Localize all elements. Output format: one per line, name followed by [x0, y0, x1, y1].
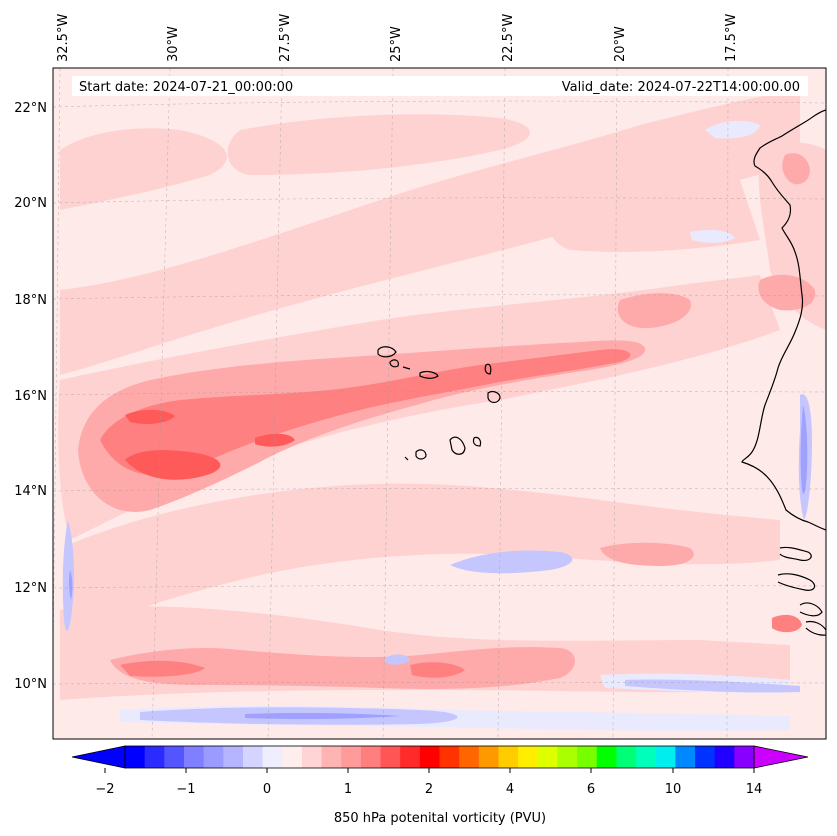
colorbar-tick-label: 0: [263, 782, 271, 797]
colorbar-swatch: [439, 746, 460, 768]
gridlines: [53, 68, 826, 739]
colorbar-swatch: [695, 746, 716, 768]
colorbar-swatch: [380, 746, 401, 768]
coastlines: [377, 109, 826, 636]
africa-coastline: [741, 109, 826, 531]
colorbar-swatch: [636, 746, 657, 768]
colorbar-swatch: [577, 746, 598, 768]
colorbar-over-triangle: [753, 745, 809, 769]
colorbar-swatch: [400, 746, 421, 768]
lon-label: 32.5°W: [56, 14, 71, 62]
lon-label: 25°W: [389, 26, 404, 62]
pv-contours-deep-red: [125, 409, 295, 480]
colorbar-swatch: [596, 746, 617, 768]
colorbar-swatch: [655, 746, 676, 768]
colorbar-tick-label: 10: [665, 782, 682, 797]
start-date-label: Start date: 2024-07-21_00:00:00: [79, 80, 293, 95]
colorbar-tick-labels: −2 −1 0 1 2 4 6 10 14: [95, 782, 762, 797]
colorbar-swatch: [734, 746, 755, 768]
colorbar-outline: [124, 745, 755, 769]
colorbar-swatch: [714, 746, 735, 768]
colorbar-tick-label: −2: [95, 782, 114, 797]
colorbar-swatch: [223, 746, 244, 768]
colorbar-swatch: [360, 746, 382, 768]
colorbar-swatch: [262, 746, 283, 768]
colorbar-swatch: [242, 746, 264, 768]
lat-label: 22°N: [14, 101, 47, 116]
colorbar-ticks: [104, 768, 755, 773]
lat-label: 14°N: [14, 484, 47, 499]
colorbar-swatches: [125, 746, 755, 768]
latitude-labels: 22°N 20°N 18°N 16°N 14°N 12°N 10°N: [14, 101, 47, 692]
pv-contours-mid-red: [78, 153, 816, 689]
colorbar-swatch: [203, 746, 224, 768]
colorbar-swatch: [478, 746, 499, 768]
lon-label: 20°W: [613, 26, 628, 62]
lat-label: 10°N: [14, 677, 47, 692]
colorbar-swatch: [125, 746, 146, 768]
lon-label: 27.5°W: [278, 14, 293, 62]
valid-date-label: Valid_date: 2024-07-22T14:00:00.00: [562, 80, 800, 95]
colorbar-swatch: [675, 746, 696, 768]
lon-label: 22.5°W: [501, 14, 516, 62]
colorbar-swatch: [498, 746, 519, 768]
map-area: [53, 68, 826, 739]
colorbar-tick-label: 14: [746, 782, 763, 797]
colorbar-swatch: [144, 746, 165, 768]
colorbar-swatch: [341, 746, 362, 768]
colorbar-swatch: [419, 746, 440, 768]
longitude-labels: 32.5°W 30°W 27.5°W 25°W 22.5°W 20°W 17.5…: [56, 14, 739, 62]
lat-label: 16°N: [14, 389, 47, 404]
map-border: [52, 67, 827, 740]
lat-label: 18°N: [14, 293, 47, 308]
colorbar-swatch: [321, 746, 342, 768]
colorbar-tick-label: 6: [587, 782, 595, 797]
colorbar: −2 −1 0 1 2 4 6 10 14 850 hPa potenital …: [71, 745, 809, 826]
colorbar-swatch: [282, 746, 303, 768]
info-box: Start date: 2024-07-21_00:00:00 Valid_da…: [72, 76, 808, 96]
colorbar-swatch: [164, 746, 185, 768]
colorbar-label: 850 hPa potenital vorticity (PVU): [334, 811, 546, 826]
colorbar-tick-label: −1: [176, 782, 195, 797]
colorbar-tick-label: 1: [344, 782, 352, 797]
lat-label: 12°N: [14, 581, 47, 596]
colorbar-swatch: [518, 746, 539, 768]
colorbar-under-triangle: [71, 745, 126, 769]
lat-label: 20°N: [14, 196, 47, 211]
colorbar-swatch: [616, 746, 637, 768]
colorbar-swatch: [537, 746, 558, 768]
colorbar-swatch: [183, 746, 205, 768]
pv-contours-deep-blue: [68, 405, 808, 720]
colorbar-swatch: [459, 746, 480, 768]
lon-label: 17.5°W: [724, 14, 739, 62]
lon-label: 30°W: [166, 26, 181, 62]
pv-contours-strong-red: [100, 349, 802, 678]
colorbar-swatch: [557, 746, 578, 768]
colorbar-swatch: [301, 746, 323, 768]
colorbar-tick-label: 4: [506, 782, 514, 797]
colorbar-tick-label: 2: [425, 782, 433, 797]
